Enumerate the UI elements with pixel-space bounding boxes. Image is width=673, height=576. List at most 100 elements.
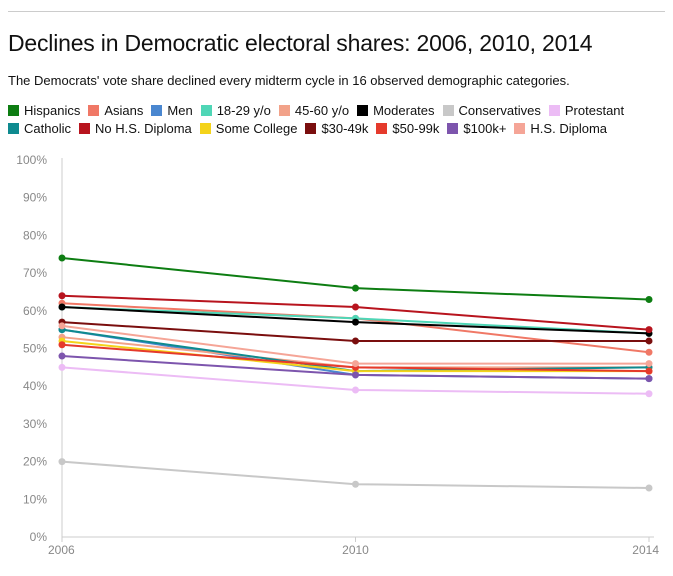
- data-point-100k[interactable]: [58, 352, 66, 360]
- legend-swatch: [548, 104, 560, 116]
- legend-item-conservatives: Conservatives: [442, 101, 541, 119]
- legend-swatch: [376, 122, 388, 134]
- data-point-h-s-diploma[interactable]: [645, 360, 653, 368]
- data-point-conservatives[interactable]: [352, 480, 359, 488]
- series-30-49k: [58, 318, 653, 345]
- data-point-hispanics[interactable]: [645, 295, 653, 303]
- legend-label: Catholic: [24, 120, 71, 136]
- data-point-100k[interactable]: [352, 371, 359, 379]
- data-point-no-h-s-diploma[interactable]: [645, 326, 653, 334]
- series-h-s-diploma: [58, 322, 653, 368]
- legend-item-catholic: Catholic: [8, 119, 71, 137]
- y-tick-label: 0%: [30, 530, 48, 544]
- series-protestant: [58, 363, 653, 398]
- series-line-hispanics: [61, 257, 650, 301]
- data-point-protestant[interactable]: [58, 363, 66, 371]
- legend-swatch: [78, 122, 90, 134]
- data-point-asians[interactable]: [645, 348, 653, 356]
- legend-item-45-60-y-o: 45-60 y/o: [278, 101, 350, 119]
- legend-item-some-college: Some College: [199, 119, 298, 137]
- legend-label: Conservatives: [458, 102, 541, 118]
- y-tick-label: 70%: [23, 266, 47, 280]
- legend-swatch: [357, 104, 369, 116]
- y-tick-label: 80%: [23, 228, 47, 242]
- data-point-moderates[interactable]: [58, 303, 66, 311]
- legend-label: 45-60 y/o: [294, 102, 350, 118]
- series-line-h-s-diploma: [61, 324, 649, 365]
- top-rule: [8, 11, 665, 12]
- legend-label: Hispanics: [24, 102, 81, 118]
- legend-label: Some College: [215, 120, 298, 136]
- data-point-protestant[interactable]: [645, 390, 653, 398]
- legend-label: No H.S. Diploma: [94, 120, 192, 136]
- legend-swatch: [447, 122, 459, 134]
- legend: Hispanics Asians Men 18-29 y/o 45-60 y/o Mode…: [8, 101, 648, 137]
- y-tick-label: 50%: [23, 342, 47, 356]
- legend-swatch: [200, 104, 212, 116]
- legend-item-no-h-s-diploma: No H.S. Diploma: [78, 119, 192, 137]
- legend-item-h-s-diploma: H.S. Diploma: [514, 119, 607, 137]
- legend-swatch: [514, 122, 526, 134]
- data-point-30-49k[interactable]: [352, 337, 359, 345]
- legend-item-protestant: Protestant: [548, 101, 625, 119]
- data-point-no-h-s-diploma[interactable]: [352, 303, 359, 311]
- data-point-100k[interactable]: [645, 375, 653, 383]
- legend-label: Protestant: [564, 102, 625, 118]
- data-point-h-s-diploma[interactable]: [352, 360, 359, 368]
- legend-swatch: [151, 104, 163, 116]
- legend-swatch: [199, 122, 211, 134]
- data-point-moderates[interactable]: [352, 318, 359, 326]
- data-point-hispanics[interactable]: [58, 254, 66, 262]
- x-tick-label: 2006: [48, 543, 75, 557]
- y-tick-label: 20%: [23, 455, 47, 469]
- chart-subtitle: The Democrats' vote share declined every…: [8, 73, 570, 88]
- data-point-protestant[interactable]: [352, 386, 359, 394]
- legend-label: $50-99k: [392, 120, 440, 136]
- series-conservatives: [58, 458, 653, 492]
- legend-item-hispanics: Hispanics: [8, 101, 80, 119]
- data-point-hispanics[interactable]: [352, 284, 359, 292]
- legend-swatch: [8, 104, 19, 116]
- legend-label: 18-29 y/o: [216, 102, 271, 118]
- line-chart: 0% 10% 20% 30% 40% 50% 60% 70% 80% 90% 100% 2006 20…: [16, 153, 659, 557]
- legend-label: Moderates: [373, 102, 435, 118]
- series-moderates: [58, 303, 653, 337]
- data-point-h-s-diploma[interactable]: [58, 322, 66, 330]
- legend-label: Asians: [104, 102, 144, 118]
- series-no-h-s-diploma: [58, 292, 653, 334]
- legend-item-men: Men: [151, 101, 193, 119]
- legend-label: Men: [167, 102, 193, 118]
- legend-item-asians: Asians: [88, 101, 143, 119]
- legend-item-moderates: Moderates: [357, 101, 435, 119]
- y-tick-label: 40%: [23, 379, 47, 393]
- legend-item-100k: $100k+: [447, 119, 506, 137]
- x-tick-label: 2010: [342, 543, 369, 557]
- legend-item-50-99k: $50-99k: [376, 119, 439, 137]
- data-point-30-49k[interactable]: [645, 337, 653, 345]
- data-point-conservatives[interactable]: [645, 484, 653, 492]
- legend-swatch: [442, 104, 454, 116]
- data-point-conservatives[interactable]: [58, 458, 66, 466]
- x-tick-label: 2014: [632, 543, 659, 557]
- series-hispanics: [58, 254, 653, 303]
- plot-area: [58, 254, 653, 492]
- data-point-50-99k[interactable]: [645, 367, 653, 375]
- legend-swatch: [8, 122, 19, 134]
- series-100k: [58, 352, 653, 383]
- legend-item-18-29-y-o: 18-29 y/o: [200, 101, 271, 119]
- legend-swatch: [278, 104, 290, 116]
- y-tick-label: 90%: [23, 191, 47, 205]
- legend-label: $100k+: [463, 120, 507, 136]
- legend-swatch: [305, 122, 317, 134]
- data-point-50-99k[interactable]: [58, 341, 66, 349]
- y-tick-label: 30%: [23, 417, 47, 431]
- legend-label: $30-49k: [321, 120, 369, 136]
- legend-item-30-49k: $30-49k: [305, 119, 368, 137]
- y-tick-label: 100%: [16, 153, 47, 167]
- y-tick-label: 10%: [23, 492, 47, 506]
- y-tick-label: 60%: [23, 304, 47, 318]
- data-point-no-h-s-diploma[interactable]: [58, 292, 66, 300]
- legend-swatch: [88, 104, 100, 116]
- chart-title: Declines in Democratic electoral shares:…: [8, 30, 593, 56]
- legend-label: H.S. Diploma: [530, 120, 607, 136]
